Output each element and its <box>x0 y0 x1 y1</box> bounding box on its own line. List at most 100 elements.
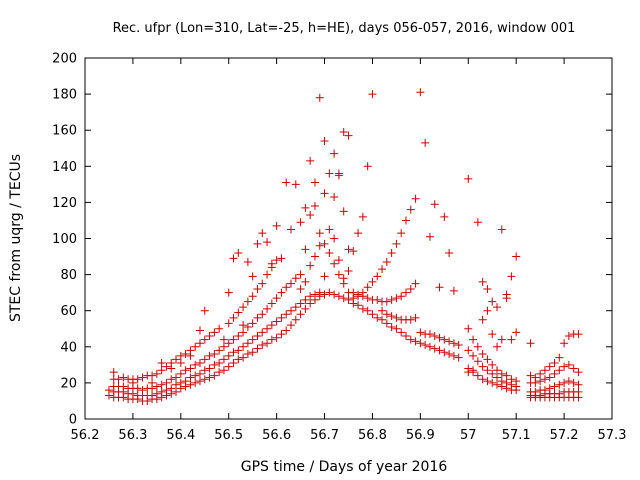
data-point-marker <box>493 373 502 382</box>
data-point-marker <box>186 380 195 389</box>
data-point-marker <box>267 299 276 308</box>
data-point-marker <box>215 324 224 333</box>
data-point-marker <box>368 277 377 286</box>
data-point-marker <box>574 380 583 389</box>
data-point-marker <box>349 288 358 297</box>
data-point-marker <box>368 310 377 319</box>
data-point-marker <box>128 378 137 387</box>
data-point-marker <box>564 377 573 386</box>
data-point-marker <box>334 292 343 301</box>
data-point-marker <box>363 283 372 292</box>
data-point-marker <box>200 355 209 364</box>
data-point-marker <box>162 378 171 387</box>
data-point-marker <box>315 288 324 297</box>
data-point-marker <box>148 391 157 400</box>
y-tick-label: 160 <box>52 124 77 139</box>
data-point-marker <box>253 313 262 322</box>
data-point-marker <box>152 369 161 378</box>
data-point-marker <box>224 362 233 371</box>
data-point-marker <box>531 378 540 387</box>
data-point-marker <box>267 321 276 330</box>
data-point-marker <box>560 339 569 348</box>
data-point-marker <box>430 331 439 340</box>
data-point-marker <box>550 359 559 368</box>
data-point-marker <box>306 261 315 270</box>
data-point-marker <box>301 277 310 286</box>
data-point-marker <box>243 297 252 306</box>
data-point-marker <box>219 366 228 375</box>
data-point-marker <box>339 128 348 137</box>
y-tick-label: 80 <box>60 268 77 283</box>
data-point-marker <box>545 373 554 382</box>
data-point-marker <box>564 360 573 369</box>
data-point-marker <box>234 355 243 364</box>
data-point-marker <box>488 297 497 306</box>
data-point-marker <box>157 380 166 389</box>
data-point-marker <box>239 342 248 351</box>
data-point-marker <box>373 313 382 322</box>
data-point-marker <box>564 331 573 340</box>
data-point-marker <box>263 238 272 247</box>
data-point-marker <box>330 192 339 201</box>
data-point-marker <box>172 380 181 389</box>
data-point-marker <box>243 322 252 331</box>
data-point-marker <box>215 359 224 368</box>
data-point-marker <box>272 294 281 303</box>
data-point-marker <box>301 304 310 313</box>
data-point-marker <box>210 360 219 369</box>
data-point-marker <box>363 294 372 303</box>
data-point-marker <box>574 368 583 377</box>
data-point-marker <box>330 259 339 268</box>
data-point-marker <box>473 371 482 380</box>
data-point-marker <box>248 348 257 357</box>
data-point-marker <box>253 285 262 294</box>
data-point-marker <box>454 340 463 349</box>
data-point-marker <box>469 366 478 375</box>
data-point-marker <box>464 324 473 333</box>
data-point-marker <box>301 245 310 254</box>
data-point-marker <box>224 351 233 360</box>
data-point-marker <box>205 364 214 373</box>
data-point-marker <box>378 265 387 274</box>
data-point-marker <box>435 283 444 292</box>
data-point-marker <box>330 149 339 158</box>
data-point-marker <box>219 355 228 364</box>
x-tick-label: 57 <box>460 428 477 443</box>
data-point-marker <box>445 248 454 257</box>
data-point-marker <box>253 239 262 248</box>
y-tick-label: 140 <box>52 160 77 175</box>
data-point-marker <box>435 346 444 355</box>
data-point-marker <box>138 373 147 382</box>
data-point-marker <box>272 317 281 326</box>
data-point-marker <box>445 337 454 346</box>
data-point-marker <box>195 339 204 348</box>
data-point-marker <box>425 330 434 339</box>
data-point-marker <box>306 211 315 220</box>
data-point-marker <box>430 344 439 353</box>
data-point-marker <box>282 283 291 292</box>
plot-frame <box>84 57 613 420</box>
data-point-marker <box>555 366 564 375</box>
data-point-marker <box>512 252 521 261</box>
data-point-marker <box>555 380 564 389</box>
data-point-marker <box>306 156 315 165</box>
data-point-marker <box>253 344 262 353</box>
data-point-marker <box>263 304 272 313</box>
data-point-marker <box>507 272 516 281</box>
data-point-marker <box>263 339 272 348</box>
x-tick-label: 56.2 <box>71 428 100 443</box>
data-point-marker <box>497 335 506 344</box>
data-point-marker <box>320 189 329 198</box>
data-point-marker <box>382 310 391 319</box>
data-point-marker <box>291 180 300 189</box>
x-tick-label: 56.4 <box>166 428 195 443</box>
data-point-marker <box>373 295 382 304</box>
x-tick-label: 57.1 <box>502 428 531 443</box>
data-point-marker <box>397 328 406 337</box>
data-point-marker <box>263 270 272 279</box>
data-point-marker <box>162 362 171 371</box>
data-point-marker <box>473 218 482 227</box>
data-point-marker <box>310 290 319 299</box>
x-tick-label: 56.8 <box>358 428 387 443</box>
data-point-marker <box>205 351 214 360</box>
